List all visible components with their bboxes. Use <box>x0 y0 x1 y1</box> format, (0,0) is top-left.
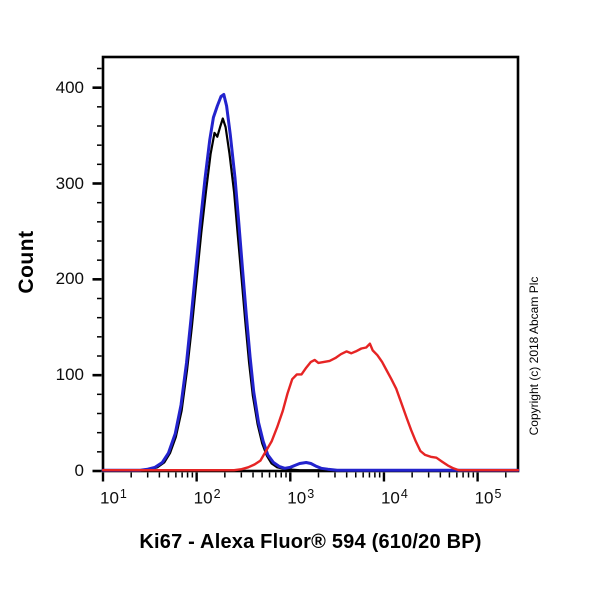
y-tick-label: 100 <box>55 365 84 385</box>
plot-border-group <box>101 55 520 473</box>
y-tick-label: 200 <box>55 269 84 289</box>
x-tick-label: 103 <box>287 487 315 508</box>
y-tick-label: 0 <box>74 461 84 480</box>
x-tick-label: 104 <box>380 487 408 508</box>
x-tick-label: 105 <box>474 487 502 508</box>
x-axis-title: Ki67 - Alexa Fluor® 594 (610/20 BP) <box>139 531 482 553</box>
y-tick-label: 400 <box>55 77 84 97</box>
axis-ticks <box>92 67 507 482</box>
plot-border <box>101 55 520 473</box>
x-tick-label: 101 <box>100 487 127 508</box>
y-tick-label: 300 <box>55 173 84 193</box>
copyright-text: Copyright (c) 2018 Abcam Plc <box>527 276 541 436</box>
y-axis-title: Count <box>15 230 38 294</box>
curve-black-control <box>101 117 520 472</box>
curve-red-ki67-stained <box>101 342 520 472</box>
curve-blue-control <box>101 93 520 472</box>
curves-group <box>101 93 520 472</box>
x-tick-label: 102 <box>193 487 221 508</box>
